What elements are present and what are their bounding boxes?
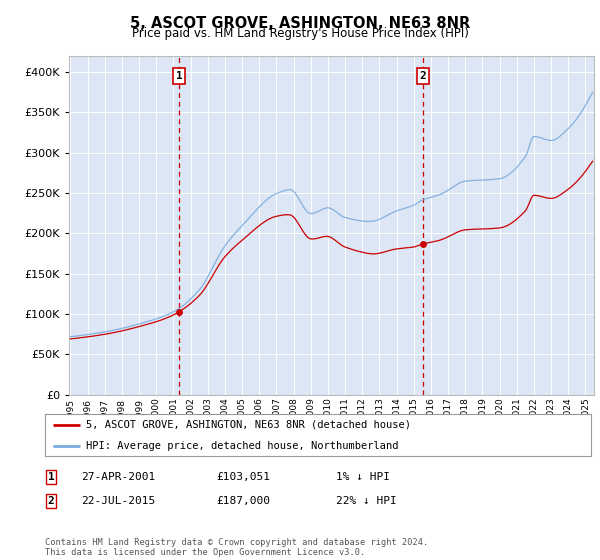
Text: £103,051: £103,051 xyxy=(216,472,270,482)
Text: £187,000: £187,000 xyxy=(216,496,270,506)
Text: 5, ASCOT GROVE, ASHINGTON, NE63 8NR (detached house): 5, ASCOT GROVE, ASHINGTON, NE63 8NR (det… xyxy=(86,420,411,430)
Text: 1: 1 xyxy=(176,71,182,81)
Text: 5, ASCOT GROVE, ASHINGTON, NE63 8NR: 5, ASCOT GROVE, ASHINGTON, NE63 8NR xyxy=(130,16,470,31)
Text: 2: 2 xyxy=(47,496,55,506)
Text: 27-APR-2001: 27-APR-2001 xyxy=(81,472,155,482)
Text: 1% ↓ HPI: 1% ↓ HPI xyxy=(336,472,390,482)
Text: HPI: Average price, detached house, Northumberland: HPI: Average price, detached house, Nort… xyxy=(86,441,398,451)
Text: 22% ↓ HPI: 22% ↓ HPI xyxy=(336,496,397,506)
Text: Price paid vs. HM Land Registry's House Price Index (HPI): Price paid vs. HM Land Registry's House … xyxy=(131,27,469,40)
Text: 22-JUL-2015: 22-JUL-2015 xyxy=(81,496,155,506)
Text: 2: 2 xyxy=(420,71,427,81)
Text: Contains HM Land Registry data © Crown copyright and database right 2024.
This d: Contains HM Land Registry data © Crown c… xyxy=(45,538,428,557)
Text: 1: 1 xyxy=(47,472,55,482)
